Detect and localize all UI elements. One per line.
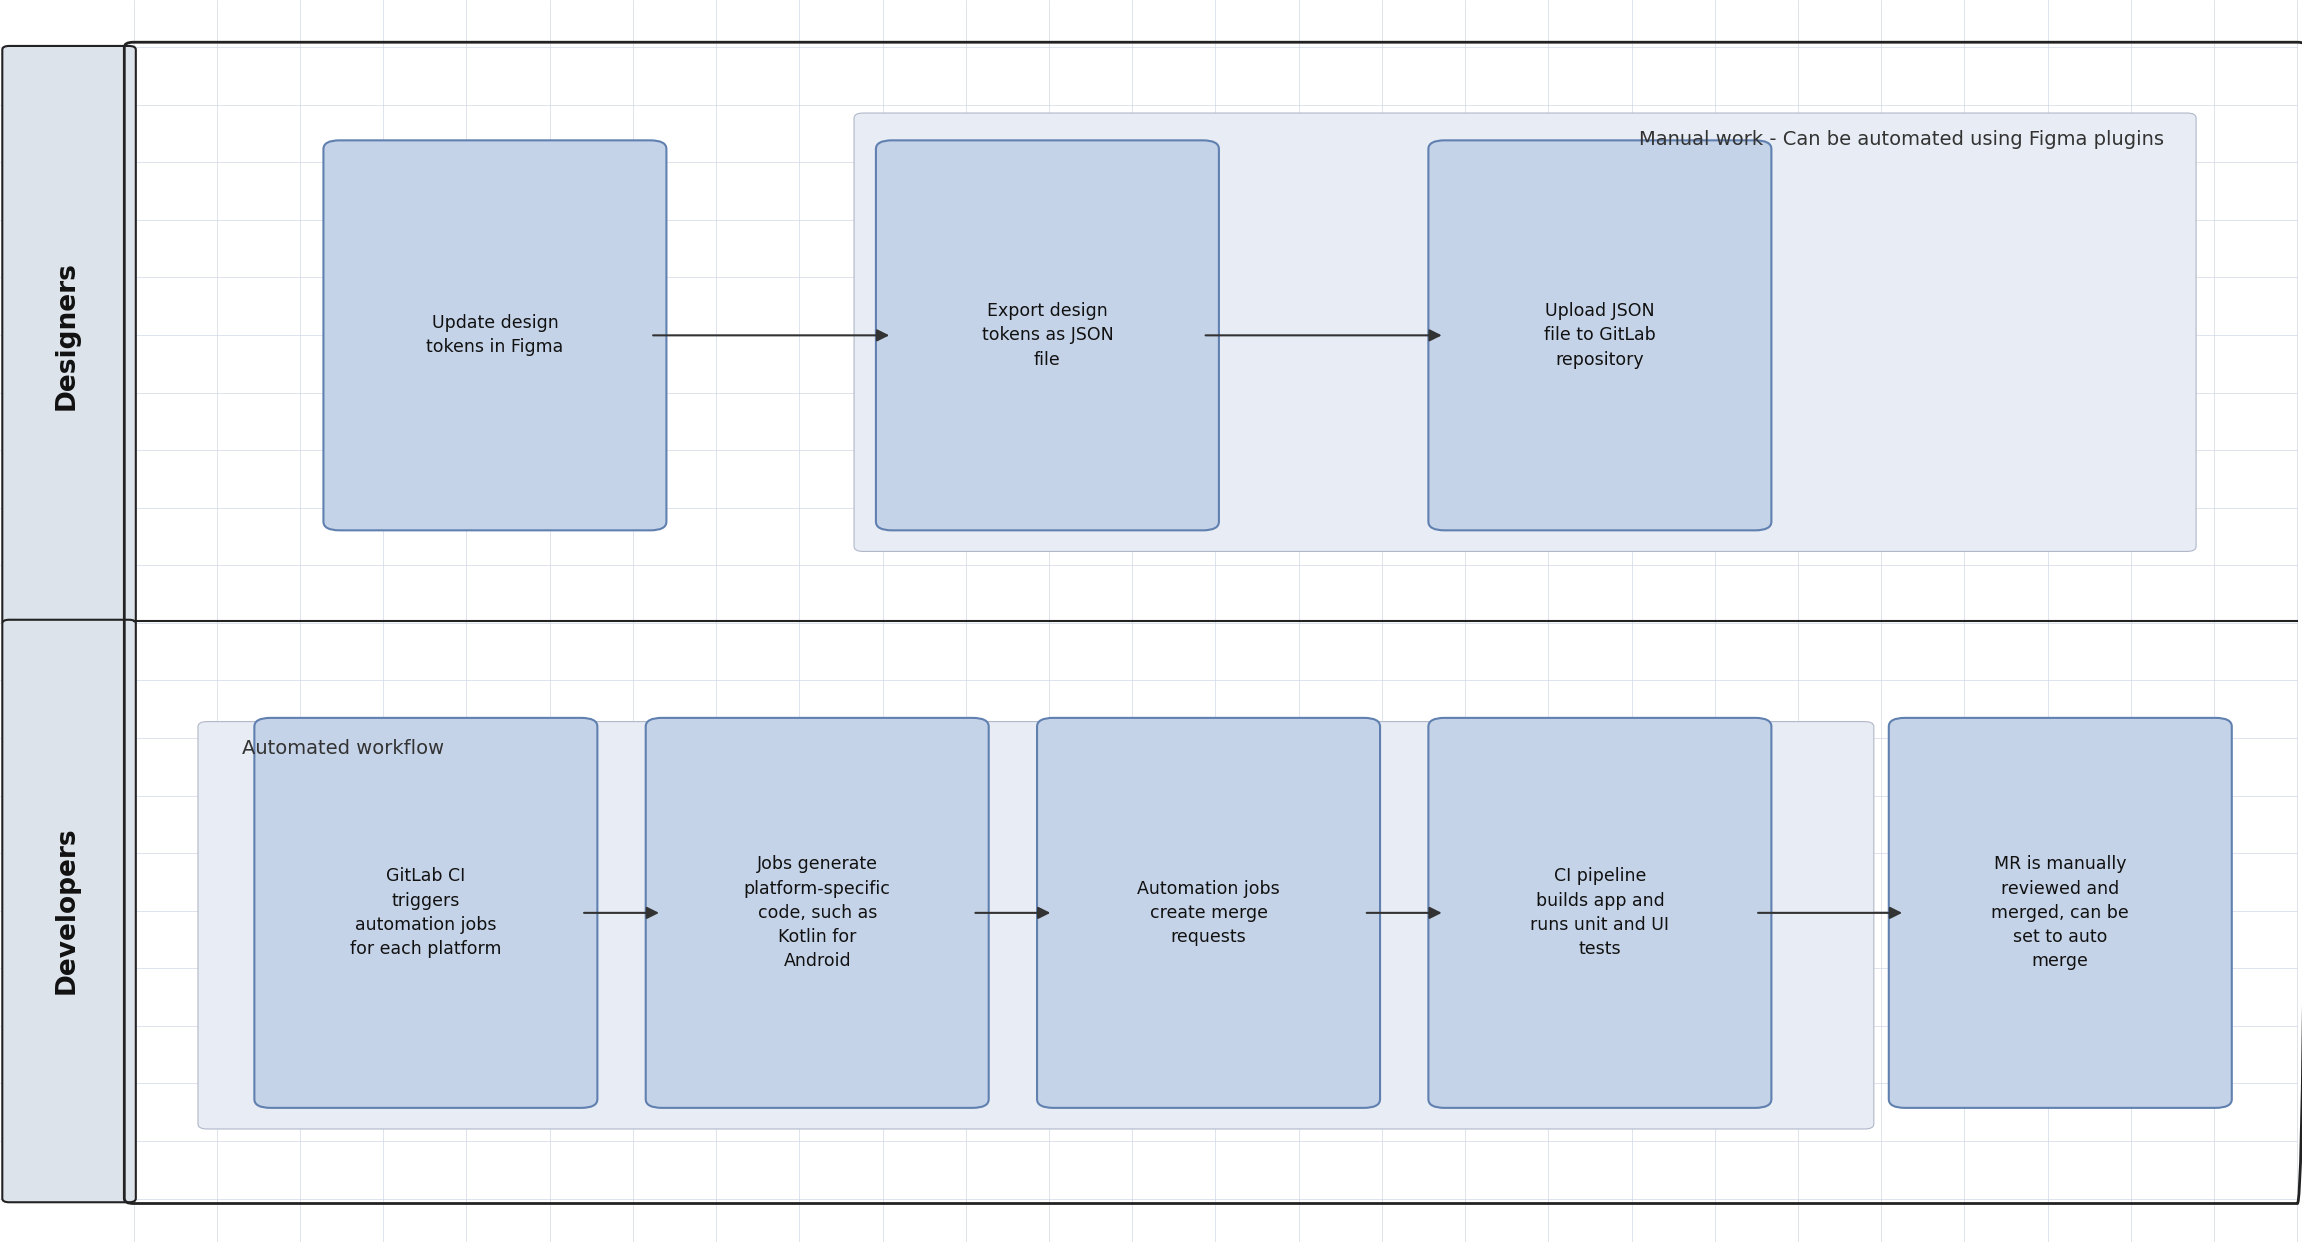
Text: Upload JSON
file to GitLab
repository: Upload JSON file to GitLab repository (1545, 302, 1655, 369)
FancyBboxPatch shape (1427, 140, 1773, 530)
Text: Automation jobs
create merge
requests: Automation jobs create merge requests (1137, 879, 1280, 946)
Text: Jobs generate
platform-specific
code, such as
Kotlin for
Android: Jobs generate platform-specific code, su… (744, 856, 891, 970)
Text: MR is manually
reviewed and
merged, can be
set to auto
merge: MR is manually reviewed and merged, can … (1991, 856, 2129, 970)
Text: Developers: Developers (53, 826, 81, 994)
FancyBboxPatch shape (854, 113, 2196, 551)
Text: Update design
tokens in Figma: Update design tokens in Figma (426, 314, 564, 356)
Text: Manual work - Can be automated using Figma plugins: Manual work - Can be automated using Fig… (1639, 130, 2164, 149)
FancyBboxPatch shape (1427, 718, 1773, 1108)
FancyBboxPatch shape (1036, 718, 1379, 1108)
FancyBboxPatch shape (875, 140, 1220, 530)
FancyBboxPatch shape (198, 722, 1874, 1129)
Text: CI pipeline
builds app and
runs unit and UI
tests: CI pipeline builds app and runs unit and… (1531, 867, 1669, 959)
FancyBboxPatch shape (2, 46, 136, 625)
FancyBboxPatch shape (322, 140, 668, 530)
Text: Export design
tokens as JSON
file: Export design tokens as JSON file (981, 302, 1114, 369)
FancyBboxPatch shape (2, 620, 136, 1202)
Text: GitLab CI
triggers
automation jobs
for each platform: GitLab CI triggers automation jobs for e… (350, 867, 502, 959)
FancyBboxPatch shape (1888, 718, 2233, 1108)
Text: Designers: Designers (53, 261, 81, 410)
FancyBboxPatch shape (253, 718, 599, 1108)
Text: Automated workflow: Automated workflow (242, 739, 444, 758)
FancyBboxPatch shape (645, 718, 988, 1108)
